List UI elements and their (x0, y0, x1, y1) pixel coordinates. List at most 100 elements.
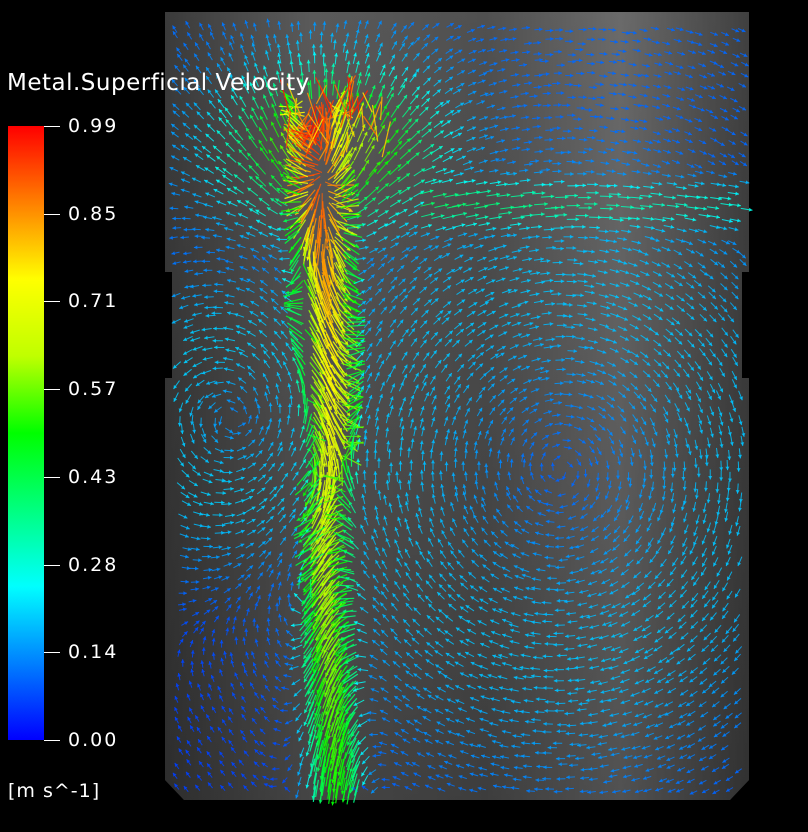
velocity-arrow-head (512, 37, 517, 41)
velocity-arrow-head (205, 313, 210, 318)
velocity-arrow-head (685, 194, 689, 199)
velocity-arrow-head (268, 182, 273, 187)
velocity-arrow-head (561, 358, 565, 362)
velocity-arrow-head (504, 148, 509, 153)
velocity-arrow-head (732, 340, 737, 345)
velocity-arrow-head (455, 339, 460, 344)
velocity-arrow-head (174, 87, 179, 92)
velocity-arrow-head (383, 105, 387, 110)
velocity-arrow-head (312, 21, 317, 26)
velocity-arrow-head (516, 83, 521, 87)
velocity-arrow-head (476, 190, 480, 195)
velocity-arrow-head (172, 25, 177, 30)
velocity-arrow-head (385, 196, 390, 200)
velocity-arrow-head (616, 203, 620, 208)
velocity-arrow-head (181, 216, 186, 221)
velocity-arrow-head (466, 407, 470, 412)
velocity-arrow-head (722, 183, 727, 188)
velocity-arrow-head (668, 71, 673, 76)
velocity-arrow-head (628, 247, 632, 252)
velocity-arrow-head (199, 22, 203, 27)
velocity-arrow-head (403, 53, 408, 58)
velocity-arrow-head (201, 259, 205, 264)
velocity-arrow-head (526, 147, 531, 152)
velocity-arrow-head (452, 415, 457, 420)
velocity-arrow-head (260, 343, 265, 348)
velocity-arrow-head (216, 248, 220, 253)
velocity-arrow-head (689, 296, 694, 300)
velocity-arrow-head (473, 289, 478, 293)
velocity-arrow-head (501, 157, 506, 162)
velocity-arrow-head (637, 103, 642, 108)
velocity-arrow-head (453, 430, 457, 435)
velocity-arrow-head (472, 90, 477, 95)
velocity-arrow-head (490, 297, 495, 302)
velocity-arrow-head (738, 421, 743, 426)
velocity-arrow-head (627, 296, 632, 300)
velocity-arrow-head (568, 422, 573, 427)
velocity-arrow-head (183, 337, 188, 341)
velocity-arrow-head (172, 225, 177, 230)
velocity-arrow-head (687, 353, 691, 358)
velocity-arrow-head (708, 361, 712, 366)
velocity-arrow-head (677, 38, 682, 43)
velocity-arrow (324, 181, 349, 193)
velocity-arrow-head (670, 296, 675, 300)
velocity-arrow-head (626, 31, 630, 35)
velocity-arrow-head (666, 103, 670, 108)
velocity-arrow-head (358, 72, 362, 76)
velocity-arrow-head (179, 305, 184, 310)
velocity-arrow-head (496, 201, 500, 206)
velocity-arrow-head (366, 384, 371, 388)
velocity-arrow-head (671, 27, 675, 32)
velocity-arrow-head (692, 217, 697, 222)
velocity-arrow-head (594, 182, 599, 187)
velocity-arrow-head (361, 301, 366, 305)
velocity-arrow-head (514, 387, 519, 392)
velocity-arrow-head (737, 203, 741, 208)
velocity-arrow-head (573, 279, 577, 284)
velocity-arrow-head (681, 51, 686, 56)
velocity-arrow-head (730, 87, 735, 91)
velocity-arrow-head (171, 251, 176, 256)
velocity-arrow-head (184, 205, 188, 210)
velocity-arrow-head (193, 135, 198, 140)
velocity-arrow-head (449, 178, 453, 183)
velocity-arrow-head (526, 50, 531, 55)
velocity-arrow-head (540, 366, 544, 371)
velocity-arrow-head (684, 213, 688, 218)
velocity-arrow-head (300, 71, 305, 76)
velocity-arrow-head (603, 27, 607, 32)
velocity-arrow-head (289, 60, 294, 65)
velocity-arrow-head (169, 206, 174, 211)
velocity-arrow-head (446, 353, 450, 358)
velocity-arrow-head (258, 231, 263, 236)
velocity-arrow-head (666, 247, 671, 252)
velocity-arrow-head (248, 429, 252, 434)
velocity-arrow-head (533, 408, 538, 413)
velocity-arrow-head (238, 115, 243, 120)
velocity-arrow-head (239, 266, 244, 270)
velocity-arrow-head (643, 28, 648, 33)
velocity-arrow-head (515, 277, 520, 281)
velocity-arrow-head (207, 52, 212, 57)
velocity-arrow-head (190, 338, 195, 342)
velocity-arrow-head (718, 361, 723, 366)
velocity-arrow-head (572, 246, 577, 250)
velocity-arrow-head (655, 238, 660, 243)
velocity-arrow-head (689, 86, 694, 91)
velocity-arrow-head (402, 288, 407, 293)
velocity-arrow-head (585, 213, 589, 218)
velocity-arrow-head (317, 105, 322, 109)
velocity-arrow-head (260, 106, 265, 110)
velocity-arrow-head (410, 41, 414, 46)
velocity-arrow-head (468, 339, 473, 344)
velocity-arrow-head (651, 225, 655, 230)
velocity-arrow-head (420, 201, 425, 206)
velocity-arrow-head (515, 58, 520, 63)
velocity-arrow-head (661, 202, 666, 207)
velocity-arrow-head (537, 124, 541, 129)
velocity-arrow-head (387, 170, 391, 175)
velocity-arrow-head (275, 198, 280, 203)
velocity-arrow-head (260, 311, 265, 316)
